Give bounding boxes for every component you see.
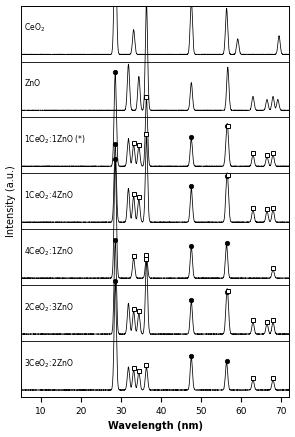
Text: 3CeO$_2$:2ZnO: 3CeO$_2$:2ZnO [24,357,74,370]
Text: 2CeO$_2$:3ZnO: 2CeO$_2$:3ZnO [24,302,74,314]
Text: 1CeO$_2$:4ZnO: 1CeO$_2$:4ZnO [24,190,74,202]
Text: ZnO: ZnO [24,80,40,88]
Y-axis label: Intensity (a.u.): Intensity (a.u.) [6,166,16,237]
Text: CeO$_2$: CeO$_2$ [24,22,45,34]
Text: 4CeO$_2$:1ZnO: 4CeO$_2$:1ZnO [24,246,74,258]
Text: 1CeO$_2$:1ZnO (*): 1CeO$_2$:1ZnO (*) [24,134,86,146]
X-axis label: Wavelength (nm): Wavelength (nm) [108,421,203,431]
